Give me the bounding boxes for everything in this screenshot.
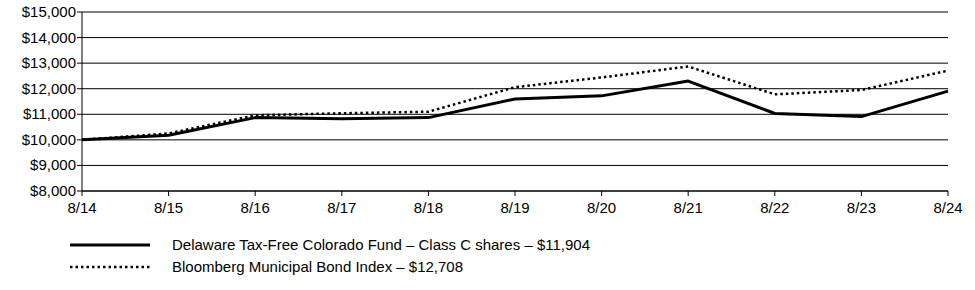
grid-line [82,88,948,89]
y-tick [77,88,82,89]
y-tick-label: $8,000 [30,182,76,199]
x-tick-label: 8/20 [587,199,616,216]
y-tick-label: $12,000 [22,80,76,97]
grid-line [82,37,948,38]
y-tick [77,12,82,13]
y-tick-label: $15,000 [22,3,76,20]
x-tick [428,191,429,196]
series-line [82,66,948,139]
grid-line [82,63,948,64]
y-tick [77,165,82,166]
y-tick-label: $10,000 [22,131,76,148]
y-tick [77,139,82,140]
grid-line [82,12,948,13]
y-tick [77,191,82,192]
y-tick-label: $13,000 [22,54,76,71]
legend-swatch [70,244,150,247]
x-tick-label: 8/21 [674,199,703,216]
x-tick [774,191,775,196]
y-tick [77,63,82,64]
x-tick [82,191,83,196]
x-tick-label: 8/15 [154,199,183,216]
grid-line [82,139,948,140]
x-tick [601,191,602,196]
x-tick-label: 8/18 [414,199,443,216]
y-tick-label: $11,000 [23,105,76,122]
x-tick [861,191,862,196]
x-tick [255,191,256,196]
y-tick-label: $14,000 [22,29,76,46]
y-tick [77,37,82,38]
y-axis [82,12,83,191]
x-tick-label: 8/17 [327,199,356,216]
x-tick [515,191,516,196]
x-tick-label: 8/24 [933,199,962,216]
y-tick-label: $9,000 [30,156,76,173]
x-tick-label: 8/19 [500,199,529,216]
series-line [82,81,948,140]
legend-swatch [70,266,150,269]
x-tick [168,191,169,196]
x-tick [341,191,342,196]
x-tick-label: 8/22 [760,199,789,216]
x-tick [688,191,689,196]
x-tick [948,191,949,196]
x-tick-label: 8/23 [847,199,876,216]
x-tick-label: 8/14 [67,199,96,216]
grid-line [82,165,948,166]
y-tick [77,114,82,115]
chart: $8,000 $9,000 $10,000 $11,000 $12,000 $13,000… [0,0,975,290]
legend-label: Bloomberg Municipal Bond Index – $12,708 [172,258,463,275]
legend-label: Delaware Tax-Free Colorado Fund – Class … [172,236,590,253]
x-tick-label: 8/16 [241,199,270,216]
plot-area [82,66,948,139]
